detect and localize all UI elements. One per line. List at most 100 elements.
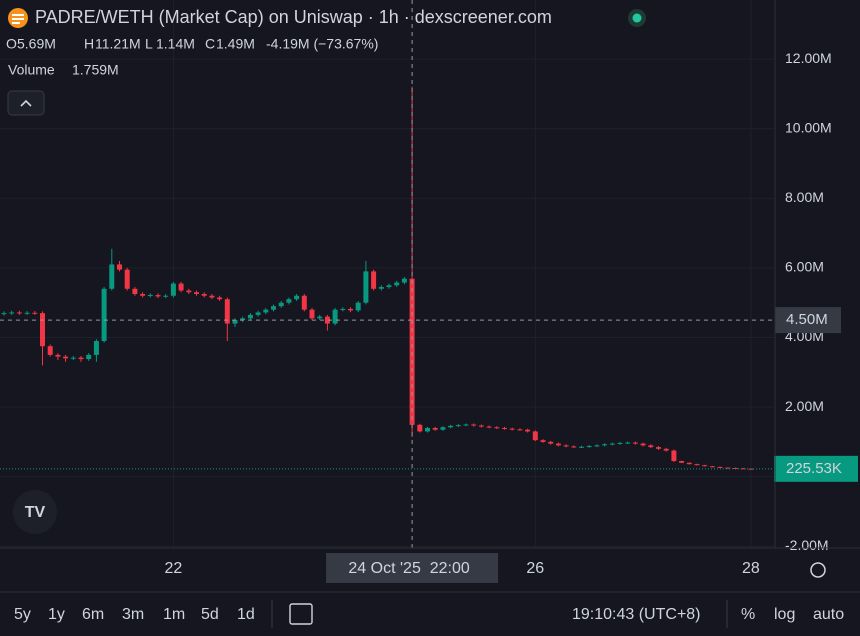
ohlc-key: H (84, 36, 94, 52)
candle-body (178, 283, 184, 291)
x-tick-label: 28 (742, 560, 760, 577)
candle-body (463, 424, 469, 426)
candle-body (432, 427, 438, 430)
toolbar: 5y 1y 6m 3m 1m 5d 1d 19:10:43 (UTC+8)% log auto (14, 606, 844, 623)
candle-body (147, 295, 153, 297)
y-tick-label: -2.00M (785, 537, 829, 553)
candle-body (509, 428, 515, 430)
candle-body (409, 278, 415, 425)
candle-body (232, 320, 238, 324)
ohlc-legend: O 5.69M H 11.21M L 1.14M C 1.49M -4.19M (−73.67%… (6, 36, 378, 52)
candle-body (448, 425, 454, 428)
candle-body (648, 445, 654, 448)
range-button[interactable]: 3m (122, 606, 144, 623)
candle-body (709, 466, 715, 468)
settings-icon[interactable] (810, 562, 826, 578)
candle-body (1, 313, 7, 315)
last-price-box (774, 455, 858, 482)
range-button[interactable]: 6m (82, 606, 104, 623)
candle-body (9, 312, 15, 314)
tv-logo-text: TV (25, 504, 46, 521)
candle-body (78, 357, 84, 360)
candle-body (217, 297, 223, 300)
status-dot (632, 13, 642, 23)
candle-body (386, 285, 392, 288)
candle-body (332, 309, 338, 324)
candle-body (425, 427, 430, 432)
candle-body (602, 444, 608, 446)
candle-body (201, 294, 207, 296)
candle-body (317, 316, 323, 319)
candle-body (70, 357, 76, 359)
candle-body (555, 443, 561, 446)
candle-body (494, 427, 500, 429)
ohlc-key: O (6, 36, 17, 52)
candle-body (502, 427, 507, 429)
candle-body (340, 308, 346, 310)
candle-body (671, 450, 677, 462)
candle-body (194, 292, 199, 295)
axis-option[interactable]: % (741, 606, 755, 623)
candle-body (124, 269, 130, 289)
candle-body (548, 441, 554, 444)
candle-body (294, 295, 300, 300)
overlay: 4.50M 24 Oct '25 22:00 225.53K (0, 0, 858, 583)
y-tick-label: 2.00M (785, 398, 824, 414)
range-button[interactable]: 1d (237, 606, 255, 623)
candle-body (663, 448, 669, 451)
candle-body (355, 302, 361, 311)
date-range-icon[interactable] (289, 603, 313, 625)
range-button[interactable]: 1m (163, 606, 185, 623)
candle-body (594, 445, 600, 447)
ohlc-key: C (205, 36, 215, 52)
candle-body (717, 466, 723, 468)
chart-title: PADRE/WETH (Market Cap) on Uniswap · 1h … (35, 7, 552, 27)
candle-body (348, 308, 353, 311)
candle-body (63, 356, 69, 359)
candle-body (224, 299, 230, 324)
candle-body (55, 354, 61, 357)
candle-body (24, 312, 30, 314)
candle-body (32, 312, 38, 314)
axis-option[interactable]: auto (813, 606, 844, 623)
range-button[interactable]: 1y (48, 606, 65, 623)
y-tick-label: 12.00M (785, 50, 832, 66)
axis-option[interactable]: log (774, 606, 795, 623)
candle-body (532, 431, 538, 441)
candle-body (324, 316, 330, 324)
candle-body (309, 309, 315, 319)
clock: 19:10:43 (UTC+8) (572, 606, 701, 623)
range-button[interactable]: 5d (201, 606, 219, 623)
volume-label: Volume (8, 62, 55, 78)
candle-body (579, 446, 584, 448)
crosshair-time-box (326, 553, 499, 583)
candle-body (278, 302, 284, 307)
candle-body (140, 294, 146, 296)
ohlc-value: 5.69M (17, 36, 56, 52)
candle-body (563, 445, 569, 447)
candle-body (240, 318, 246, 321)
collapse-button[interactable] (7, 90, 45, 116)
candle-body (486, 426, 492, 428)
candle-body (117, 264, 122, 270)
candle-body (16, 312, 22, 314)
candle-body (263, 309, 269, 313)
candle-body (440, 427, 446, 430)
candle-body (286, 299, 292, 303)
ohlc-key: L (145, 36, 153, 52)
candle-body (686, 462, 692, 465)
x-tick-label: 26 (526, 560, 544, 577)
candle-body (625, 442, 631, 444)
candle-body (725, 467, 731, 469)
range-button[interactable]: 5y (14, 606, 31, 623)
candle-body (740, 468, 746, 470)
y-tick-label: 6.00M (785, 259, 824, 275)
ohlc-value: 1.14M (156, 36, 195, 52)
candle-body (702, 465, 708, 467)
candle-body (525, 429, 531, 432)
candle-body (571, 446, 577, 448)
candle-body (132, 288, 138, 295)
candles (1, 86, 754, 470)
tv-logo[interactable] (13, 490, 57, 534)
candle-body (101, 288, 107, 341)
